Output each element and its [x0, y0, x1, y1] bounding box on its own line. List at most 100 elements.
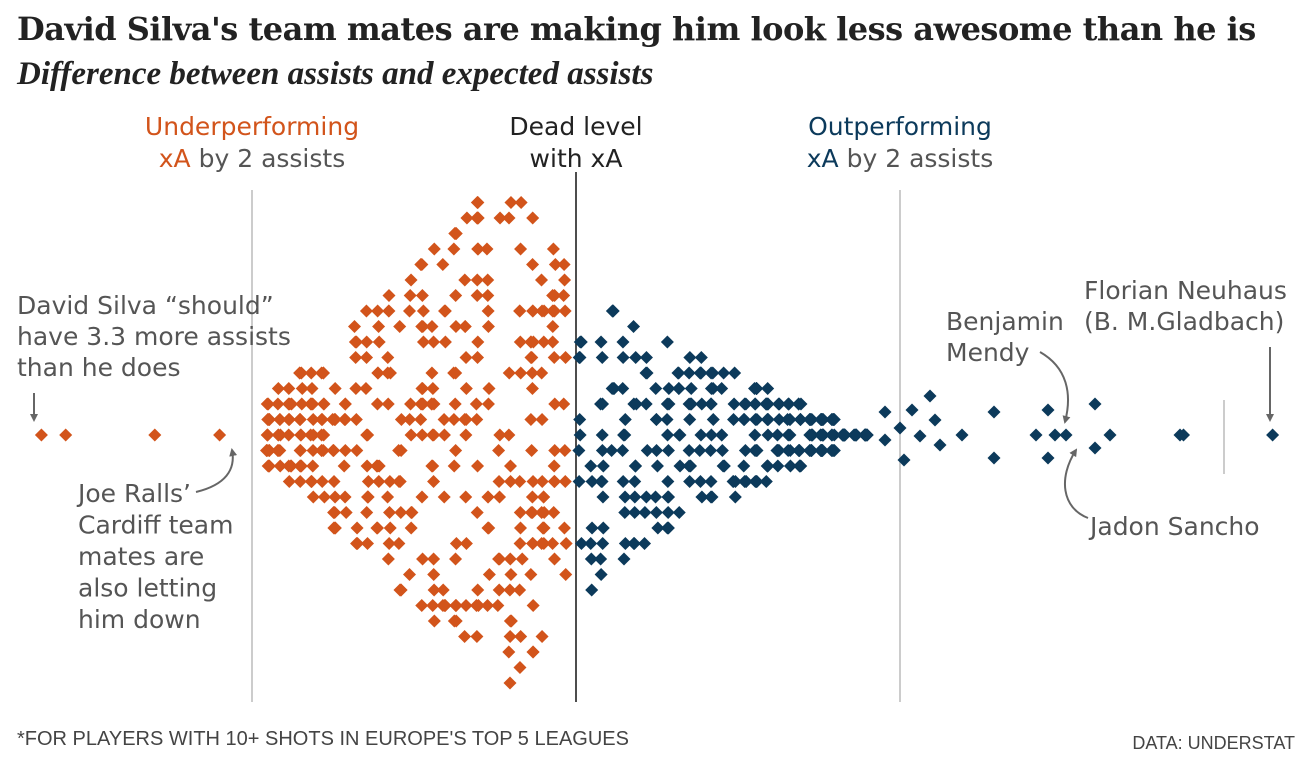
point-under	[425, 397, 439, 411]
point-under	[328, 490, 342, 504]
point-over	[684, 382, 698, 395]
point-under	[425, 366, 439, 380]
point-under	[393, 320, 407, 333]
point-under	[481, 289, 495, 302]
point-over	[639, 351, 653, 364]
point-over	[1088, 441, 1102, 455]
point-under	[271, 382, 285, 395]
point-under	[394, 413, 408, 426]
point-under	[557, 397, 571, 411]
point-under	[458, 630, 472, 643]
point-under	[327, 444, 341, 457]
source-note: DATA: UNDERSTAT	[1132, 733, 1295, 753]
point-over	[660, 413, 674, 426]
point-over	[748, 428, 762, 442]
point-under	[525, 366, 539, 380]
point-under	[349, 413, 363, 426]
point-outlier	[1177, 428, 1190, 442]
point-over	[682, 366, 696, 380]
point-under	[361, 428, 375, 442]
point-over	[596, 521, 610, 535]
point-over	[772, 413, 786, 426]
point-under	[493, 490, 507, 504]
point-under	[403, 413, 417, 426]
annotation-sancho-line: Jadon Sancho	[1088, 512, 1260, 541]
point-under	[447, 413, 461, 426]
point-under	[427, 568, 441, 581]
point-over	[749, 444, 763, 457]
point-over	[783, 459, 797, 473]
point-under	[524, 335, 538, 349]
point-under	[436, 583, 450, 597]
point-under	[547, 459, 561, 473]
point-under	[449, 320, 463, 333]
point-under	[293, 475, 307, 488]
point-over	[748, 397, 762, 411]
point-under	[471, 211, 485, 225]
point-under	[548, 444, 562, 457]
point-under	[493, 428, 507, 442]
point-over	[573, 351, 587, 364]
point-under	[372, 320, 386, 333]
point-over	[682, 459, 696, 473]
point-under	[546, 242, 560, 256]
point-under	[305, 382, 319, 395]
point-over	[792, 444, 806, 457]
point-under	[536, 521, 550, 535]
point-over	[649, 506, 663, 519]
point-over	[749, 382, 763, 395]
point-over	[616, 335, 630, 349]
point-under	[492, 583, 506, 597]
point-under	[437, 428, 451, 442]
point-over	[815, 444, 829, 457]
point-under	[503, 552, 517, 566]
point-under	[405, 506, 419, 519]
point-over	[627, 320, 641, 333]
point-under	[304, 475, 318, 488]
point-over	[672, 382, 686, 395]
reference-label-zero-0: Dead level	[509, 112, 642, 141]
point-over	[783, 444, 797, 457]
point-over	[782, 397, 796, 411]
point-under	[447, 614, 461, 628]
point-under	[459, 351, 473, 364]
point-under	[261, 397, 275, 411]
point-under	[503, 583, 517, 597]
point-under	[449, 444, 463, 457]
point-over	[605, 304, 619, 318]
point-under	[514, 242, 528, 256]
point-under	[282, 413, 296, 426]
point-over	[683, 413, 697, 426]
chart-subtitle: Difference between assists and expected …	[17, 56, 654, 92]
point-over	[572, 444, 586, 457]
point-over	[783, 428, 797, 442]
point-under	[481, 397, 495, 411]
point-over	[628, 490, 642, 504]
point-over	[913, 429, 927, 443]
point-under	[328, 382, 342, 395]
point-under	[427, 335, 441, 349]
point-under	[294, 459, 308, 473]
point-over	[662, 382, 676, 395]
point-under	[459, 382, 473, 395]
point-under	[481, 304, 495, 318]
point-under	[557, 258, 571, 271]
point-under	[415, 382, 429, 395]
point-over	[717, 366, 731, 380]
point-under	[427, 242, 441, 256]
point-over	[661, 475, 675, 488]
point-under	[525, 490, 539, 504]
point-over	[649, 382, 663, 395]
point-under	[350, 537, 364, 550]
point-over	[628, 475, 642, 488]
point-under	[262, 444, 276, 457]
point-over	[605, 444, 619, 457]
point-over	[737, 413, 751, 426]
point-under	[338, 444, 352, 457]
point-under	[515, 552, 529, 566]
point-over	[638, 506, 652, 519]
point-over	[627, 537, 641, 550]
point-over	[694, 351, 708, 364]
reference-headers: Underperforming xA by 2 assists Dead level…	[145, 112, 993, 173]
point-under	[526, 304, 540, 318]
